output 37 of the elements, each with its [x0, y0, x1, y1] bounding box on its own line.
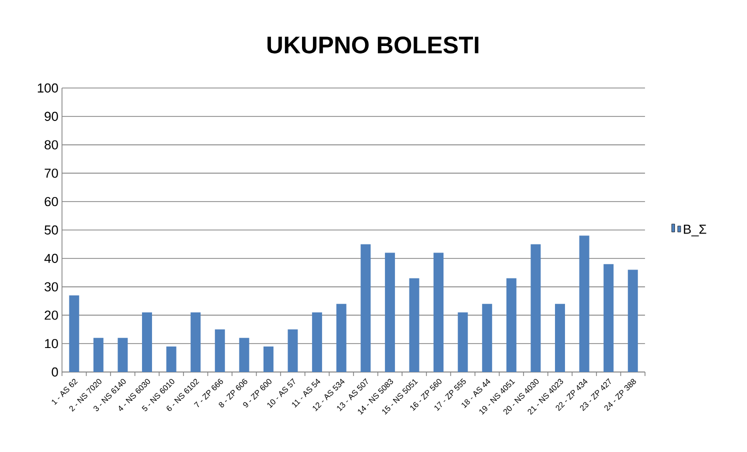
y-tick-label: 10 — [45, 339, 58, 348]
y-tick-label: 60 — [44, 197, 58, 206]
bar — [288, 329, 298, 372]
y-tick-label: 70 — [44, 168, 58, 178]
bar — [579, 236, 590, 372]
bar — [190, 312, 201, 372]
y-tick-label: 50 — [44, 225, 58, 235]
bar — [384, 252, 395, 372]
bar — [458, 312, 468, 372]
y-tick-label: 40 — [44, 254, 58, 263]
bar — [214, 329, 225, 372]
y-tick-label: 20 — [44, 310, 58, 320]
legend-label: B_Σ — [684, 224, 706, 236]
y-tick-label: 30 — [44, 282, 58, 292]
bar — [360, 244, 371, 372]
bar — [604, 264, 614, 372]
y-tick-label: 90 — [44, 112, 58, 121]
bar — [166, 346, 176, 372]
bar — [482, 304, 492, 372]
bar — [628, 270, 638, 372]
bar — [118, 338, 128, 372]
chart-title: UKUPNO BOLESTI — [268, 36, 478, 54]
bar — [336, 304, 346, 372]
bar — [409, 278, 420, 372]
bar — [434, 252, 444, 372]
bar — [554, 304, 565, 372]
bar — [506, 278, 516, 372]
bar — [93, 338, 104, 372]
bar — [530, 244, 541, 372]
bar — [239, 338, 250, 372]
y-tick-label: 0 — [52, 367, 58, 377]
bar — [142, 312, 152, 372]
y-tick-label: 80 — [44, 140, 58, 150]
y-tick-label: 100 — [38, 83, 58, 93]
bar — [312, 312, 322, 372]
bar — [69, 295, 80, 372]
bar — [263, 346, 274, 372]
